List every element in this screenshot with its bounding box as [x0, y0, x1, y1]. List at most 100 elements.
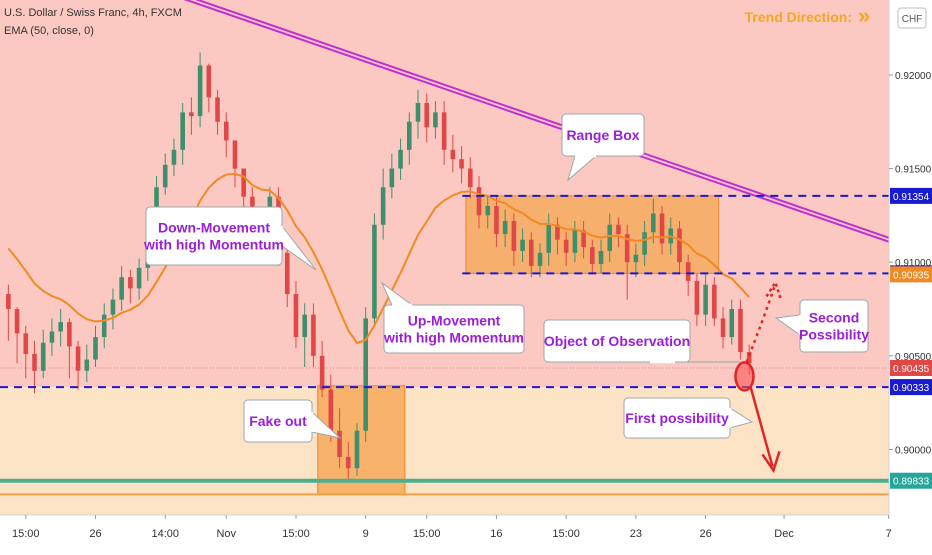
candle-body[interactable] — [328, 389, 334, 431]
fakeout-box[interactable] — [317, 385, 406, 495]
candle-body[interactable] — [49, 331, 55, 343]
candle-body[interactable] — [398, 149, 403, 169]
candle-body[interactable] — [119, 277, 124, 300]
candle-body[interactable] — [712, 284, 717, 319]
callout-range-box[interactable]: Range Box — [561, 113, 645, 182]
chart-legend: U.S. Dollar / Swiss Franc, 4h, FXCM EMA … — [4, 4, 182, 40]
candle-body[interactable] — [32, 353, 37, 371]
candle-body[interactable] — [215, 97, 220, 122]
candle-body[interactable] — [6, 294, 11, 309]
candle-body[interactable] — [197, 65, 203, 117]
candle-body[interactable] — [616, 224, 621, 235]
callout-object-observation[interactable]: Object of Observation — [543, 319, 742, 364]
observation-circle[interactable] — [734, 361, 755, 392]
candle-body[interactable] — [241, 168, 246, 197]
candle-body[interactable] — [58, 322, 63, 332]
candle-body[interactable] — [572, 230, 578, 253]
candle-body[interactable] — [703, 284, 708, 315]
candle-body[interactable] — [415, 103, 421, 122]
candle-body[interactable] — [319, 355, 325, 390]
trendline-upper[interactable] — [165, 0, 890, 239]
candle-body[interactable] — [677, 228, 682, 263]
x-tick-label: 16 — [490, 528, 502, 540]
candle-body[interactable] — [14, 309, 20, 334]
candle-body[interactable] — [459, 159, 464, 169]
candle-body[interactable] — [171, 149, 177, 165]
candle-body[interactable] — [206, 65, 212, 98]
candle-body[interactable] — [302, 314, 307, 338]
candle-body[interactable] — [485, 206, 491, 216]
currency-button[interactable]: CHF — [897, 7, 927, 29]
candle-body[interactable] — [738, 309, 743, 353]
candle-body[interactable] — [651, 213, 656, 233]
candle-body[interactable] — [590, 247, 595, 265]
candle-body[interactable] — [363, 318, 369, 431]
candle-body[interactable] — [563, 239, 569, 253]
candle-body[interactable] — [75, 346, 81, 371]
candle-body[interactable] — [23, 333, 29, 354]
candle-body[interactable] — [110, 299, 116, 315]
candle-body[interactable] — [345, 456, 351, 469]
callout-object-observation-text: Object of Observation — [544, 333, 690, 349]
candle-body[interactable] — [180, 112, 185, 150]
price-tag-label: 0.90435 — [893, 364, 930, 375]
candle-body[interactable] — [555, 224, 560, 240]
candle-body[interactable] — [128, 277, 133, 289]
candle-body[interactable] — [729, 309, 735, 338]
indicator-title[interactable]: EMA (50, close, 0) — [4, 25, 94, 37]
candle-body[interactable] — [624, 234, 630, 263]
candle-body[interactable] — [476, 187, 482, 216]
candle-body[interactable] — [337, 430, 342, 457]
candle-body[interactable] — [293, 294, 299, 338]
trendline-lower[interactable] — [165, 0, 890, 243]
candle-body[interactable] — [189, 112, 194, 117]
candle-body[interactable] — [101, 314, 107, 338]
candle-body[interactable] — [537, 252, 543, 266]
candle-body[interactable] — [424, 103, 430, 128]
candle-body[interactable] — [450, 149, 456, 160]
candle-body[interactable] — [284, 252, 290, 295]
candle-body[interactable] — [380, 187, 386, 225]
candle-body[interactable] — [607, 224, 613, 251]
candle-body[interactable] — [433, 112, 438, 128]
candle-body[interactable] — [372, 224, 377, 319]
symbol-title[interactable]: U.S. Dollar / Swiss Franc, 4h, FXCM — [4, 7, 182, 19]
callout-fake-out[interactable]: Fake out — [243, 399, 342, 443]
ema-line[interactable] — [7, 172, 750, 345]
candle-body[interactable] — [659, 213, 665, 244]
candle-body[interactable] — [389, 168, 395, 188]
candle-body[interactable] — [511, 220, 517, 251]
candle-body[interactable] — [746, 352, 752, 364]
candle-body[interactable] — [311, 314, 316, 356]
candle-body[interactable] — [223, 121, 229, 141]
candle-body[interactable] — [642, 232, 647, 255]
candle-body[interactable] — [136, 267, 142, 289]
candle-body[interactable] — [40, 342, 46, 371]
candle-body[interactable] — [354, 430, 360, 469]
candle-body[interactable] — [494, 206, 499, 235]
candle-body[interactable] — [162, 164, 168, 188]
candle-body[interactable] — [528, 239, 534, 266]
candle-body[interactable] — [467, 168, 473, 188]
candle-body[interactable] — [685, 262, 691, 281]
trend-direction-label[interactable]: Trend Direction: » — [745, 3, 871, 28]
candle-body[interactable] — [84, 359, 90, 371]
candle-body[interactable] — [502, 220, 508, 235]
candle-body[interactable] — [598, 250, 604, 265]
candle-body[interactable] — [520, 239, 525, 251]
candle-body[interactable] — [581, 230, 586, 248]
candle-body[interactable] — [232, 140, 238, 169]
callout-first-possibility[interactable]: First possibility — [623, 397, 754, 439]
candle-body[interactable] — [720, 318, 726, 338]
candle-body[interactable] — [93, 337, 98, 360]
candle-body[interactable] — [694, 280, 700, 315]
candle-body[interactable] — [441, 112, 447, 150]
candle-body[interactable] — [67, 322, 72, 347]
candle-body[interactable] — [406, 121, 412, 150]
candle-body[interactable] — [633, 254, 639, 263]
candle-body[interactable] — [546, 224, 552, 253]
